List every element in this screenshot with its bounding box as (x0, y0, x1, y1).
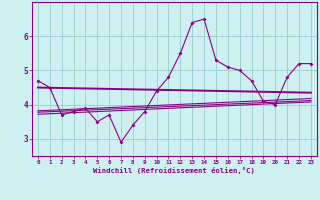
X-axis label: Windchill (Refroidissement éolien,°C): Windchill (Refroidissement éolien,°C) (93, 167, 255, 174)
